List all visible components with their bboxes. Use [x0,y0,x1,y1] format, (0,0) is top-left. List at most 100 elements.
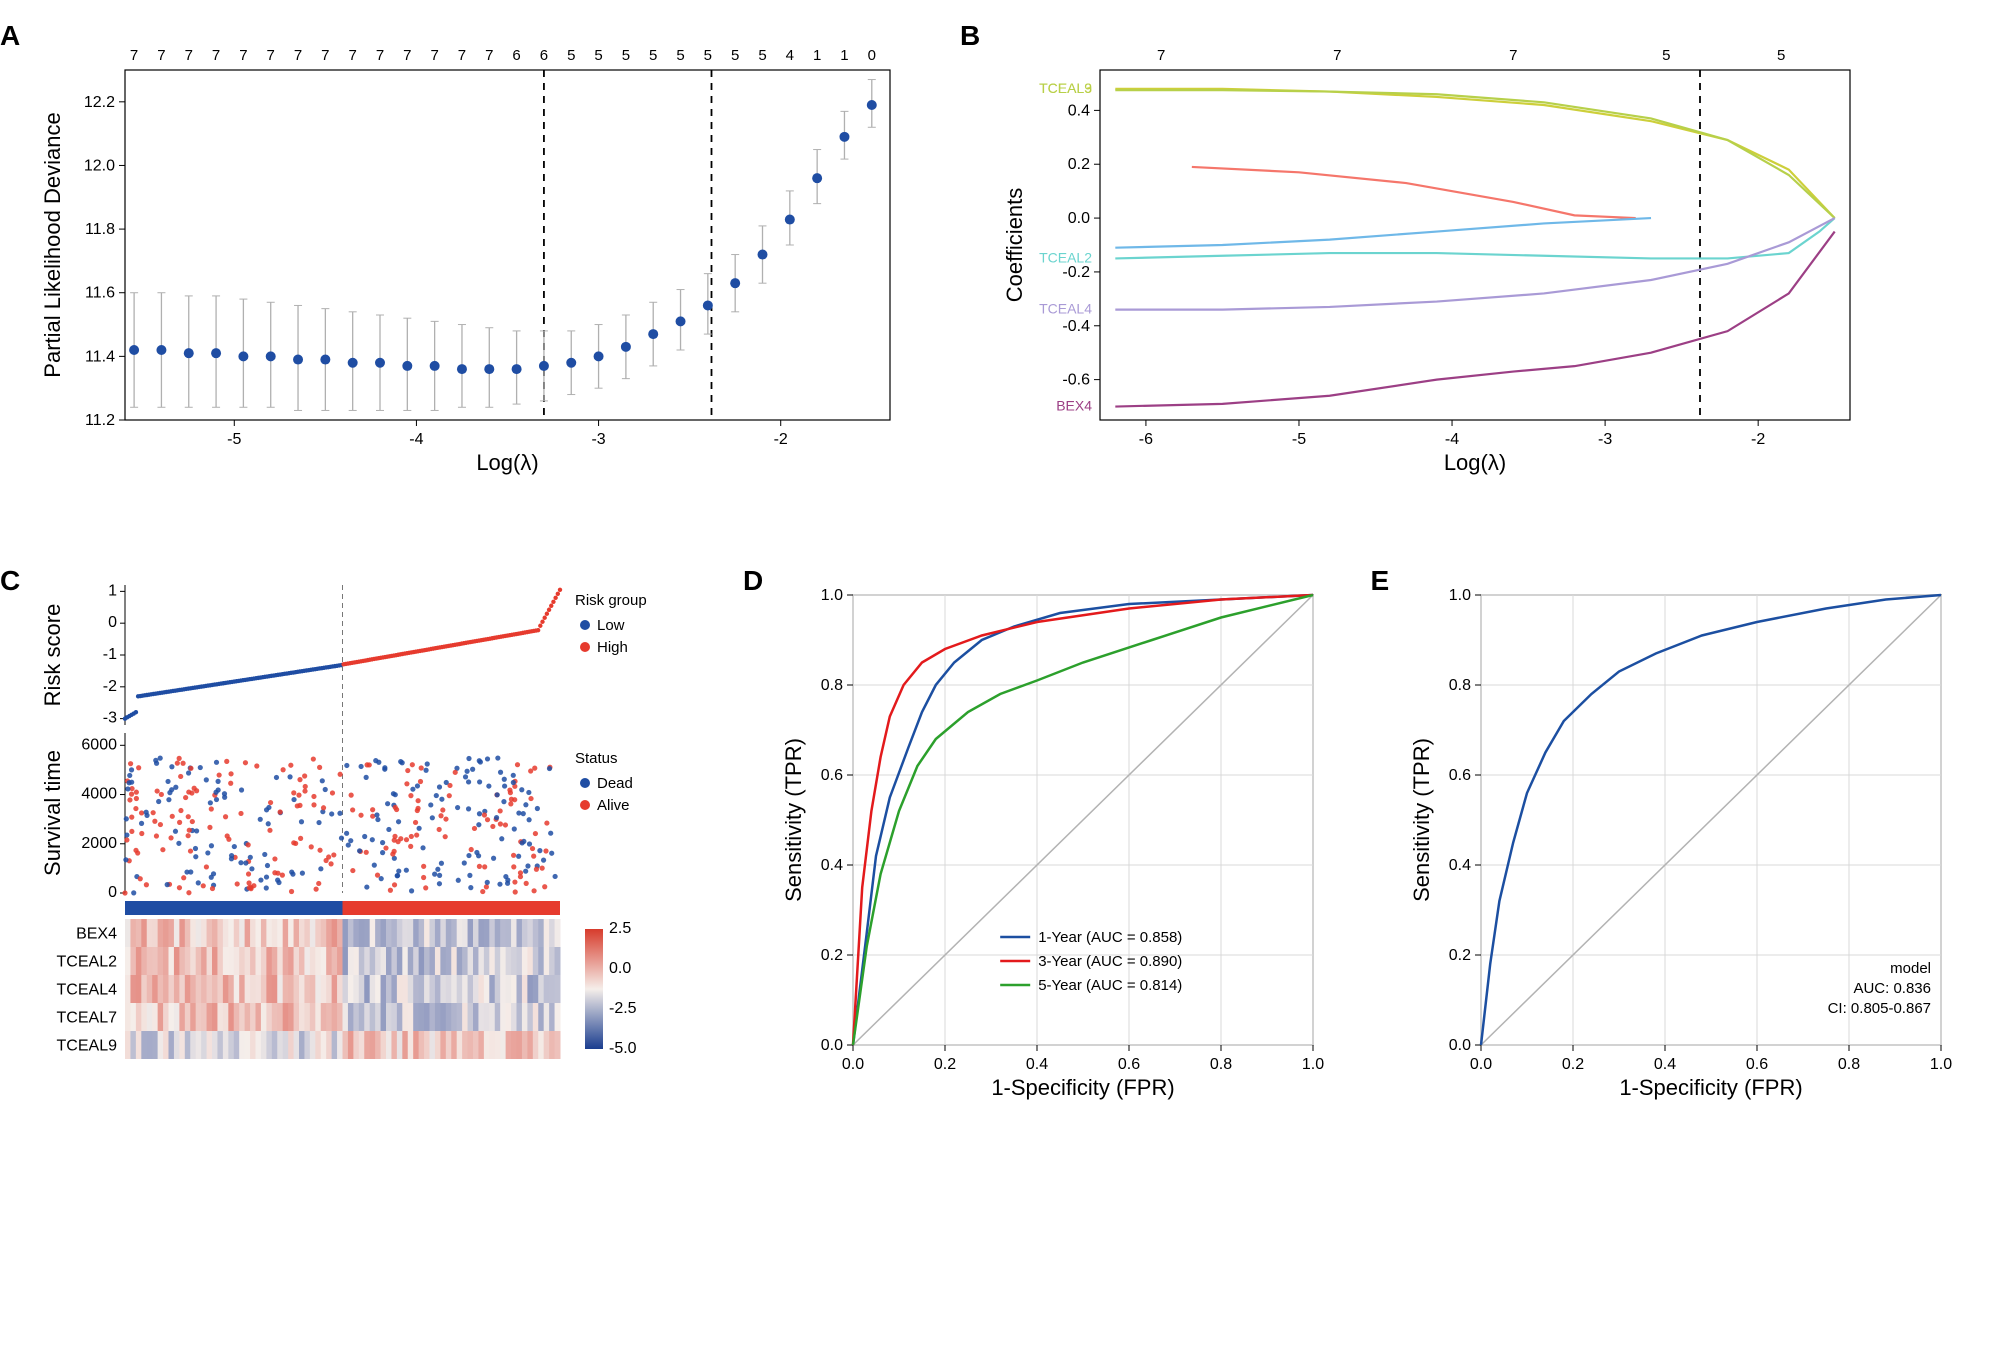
svg-text:0.0: 0.0 [842,1056,864,1073]
svg-text:-5: -5 [1292,431,1306,448]
svg-text:Low: Low [597,617,625,634]
svg-text:AUC: 0.836: AUC: 0.836 [1853,980,1931,997]
svg-text:0.4: 0.4 [1653,1056,1675,1073]
svg-text:Sensitivity (TPR): Sensitivity (TPR) [1409,738,1434,902]
svg-text:0.8: 0.8 [821,677,843,694]
svg-text:High: High [597,639,628,656]
svg-text:11.6: 11.6 [85,285,115,302]
svg-text:7: 7 [294,47,302,64]
svg-text:5: 5 [704,47,712,64]
svg-text:0: 0 [868,47,876,64]
svg-text:-3: -3 [591,431,605,448]
panel-a-chart: 11.211.411.611.812.012.2-5-4-3-277777777… [30,30,910,490]
row-2: C -3-2-101Risk scoreRisk groupLowHigh020… [30,575,1978,1140]
svg-text:Risk group: Risk group [575,592,647,609]
svg-text:3-Year (AUC = 0.890): 3-Year (AUC = 0.890) [1038,953,1182,970]
svg-text:5: 5 [676,47,684,64]
svg-text:CI: 0.805-0.867: CI: 0.805-0.867 [1827,1000,1930,1017]
svg-text:1: 1 [840,47,848,64]
svg-text:TCEAL7: TCEAL7 [57,1010,118,1027]
panel-a: A 11.211.411.611.812.012.2-5-4-3-2777777… [30,30,910,495]
svg-text:0.4: 0.4 [1448,857,1470,874]
svg-text:12.0: 12.0 [84,157,115,174]
svg-text:Coefficients: Coefficients [1002,188,1027,303]
svg-text:1-Specificity (FPR): 1-Specificity (FPR) [991,1075,1174,1100]
panel-c-label: C [0,565,20,597]
svg-text:-0.4: -0.4 [1062,318,1090,335]
svg-text:5: 5 [758,47,766,64]
svg-text:Log(λ): Log(λ) [476,450,538,475]
svg-text:7: 7 [1157,47,1165,64]
svg-text:12.2: 12.2 [84,94,115,111]
svg-text:-3: -3 [103,710,117,727]
svg-text:5: 5 [1662,47,1670,64]
svg-text:7: 7 [403,47,411,64]
svg-text:11.4: 11.4 [85,348,115,365]
svg-text:7: 7 [485,47,493,64]
svg-text:11.2: 11.2 [85,412,115,429]
svg-text:0: 0 [108,614,117,631]
svg-text:7: 7 [349,47,357,64]
svg-text:0: 0 [108,884,117,901]
svg-text:7: 7 [185,47,193,64]
svg-text:1.0: 1.0 [821,587,843,604]
panel-b-label: B [960,20,980,52]
svg-text:7: 7 [1509,47,1517,64]
svg-text:Risk score: Risk score [40,604,65,707]
svg-text:0.6: 0.6 [1448,767,1470,784]
svg-text:-5.0: -5.0 [609,1040,637,1057]
svg-text:0.0: 0.0 [1068,210,1090,227]
svg-text:0.6: 0.6 [1118,1056,1140,1073]
svg-text:Status: Status [575,750,618,767]
svg-text:0.0: 0.0 [609,960,631,977]
svg-text:7: 7 [267,47,275,64]
svg-text:-6: -6 [1139,431,1153,448]
svg-text:Partial Likelihood Deviance: Partial Likelihood Deviance [40,112,65,377]
svg-text:Survival time: Survival time [40,750,65,876]
svg-text:2000: 2000 [81,835,117,852]
svg-text:-0.6: -0.6 [1062,372,1090,389]
svg-text:11.8: 11.8 [85,221,115,238]
svg-text:7: 7 [430,47,438,64]
svg-text:1-Specificity (FPR): 1-Specificity (FPR) [1619,1075,1802,1100]
svg-text:TCEAL9: TCEAL9 [57,1038,118,1055]
svg-text:0.6: 0.6 [821,767,843,784]
svg-text:-2: -2 [774,431,788,448]
svg-text:Alive: Alive [597,797,630,814]
svg-text:1.0: 1.0 [1302,1056,1324,1073]
svg-text:1-Year (AUC = 0.858): 1-Year (AUC = 0.858) [1038,929,1182,946]
panel-d: D 0.00.00.20.20.40.40.60.60.80.81.01.01-… [773,575,1351,1120]
svg-text:7: 7 [157,47,165,64]
svg-text:6: 6 [512,47,520,64]
svg-text:-2: -2 [103,678,117,695]
svg-text:-2.5: -2.5 [609,1000,637,1017]
panel-d-chart: 0.00.00.20.20.40.40.60.60.80.81.01.01-Ye… [773,575,1333,1115]
svg-text:0.2: 0.2 [821,947,843,964]
svg-text:7: 7 [458,47,466,64]
svg-text:BEX4: BEX4 [76,926,117,943]
svg-text:Log(λ): Log(λ) [1444,450,1506,475]
svg-text:-4: -4 [1445,431,1459,448]
svg-text:0.8: 0.8 [1448,677,1470,694]
svg-text:7: 7 [1333,47,1341,64]
panel-a-label: A [0,20,20,52]
svg-text:1.0: 1.0 [1929,1056,1951,1073]
svg-text:5: 5 [567,47,575,64]
panel-e-label: E [1371,565,1390,597]
svg-text:-4: -4 [409,431,423,448]
row-1: A 11.211.411.611.812.012.2-5-4-3-2777777… [30,30,1978,495]
svg-text:TCEAL4: TCEAL4 [57,982,118,999]
svg-text:model: model [1890,960,1931,977]
svg-text:7: 7 [376,47,384,64]
svg-text:0.0: 0.0 [821,1037,843,1054]
svg-text:-3: -3 [1598,431,1612,448]
svg-text:6000: 6000 [81,736,117,753]
svg-text:-2: -2 [1751,431,1765,448]
figure-container: A 11.211.411.611.812.012.2-5-4-3-2777777… [30,30,1978,1140]
svg-text:7: 7 [212,47,220,64]
svg-text:0.4: 0.4 [1026,1056,1048,1073]
svg-text:TCEAL2: TCEAL2 [1039,249,1092,265]
svg-text:1: 1 [108,582,117,599]
svg-text:0.2: 0.2 [1561,1056,1583,1073]
svg-text:0.8: 0.8 [1210,1056,1232,1073]
